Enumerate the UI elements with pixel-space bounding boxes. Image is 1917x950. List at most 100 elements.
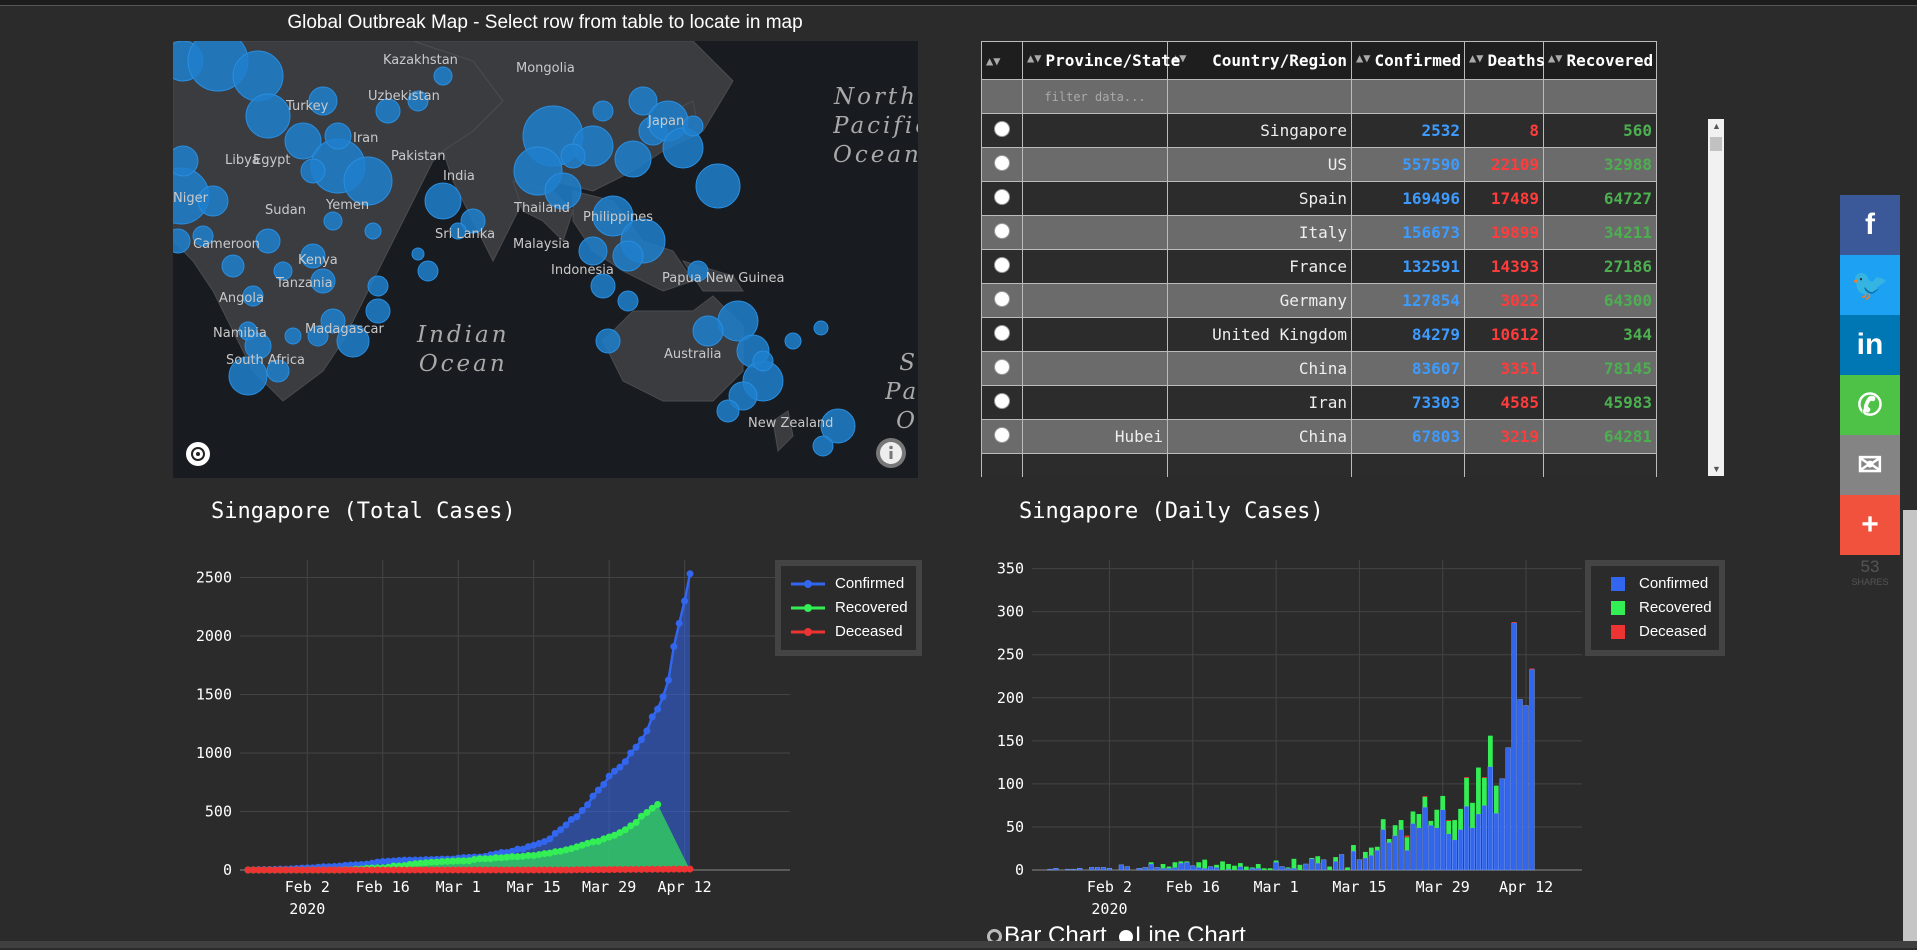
data-point[interactable] [433, 866, 441, 874]
filter-cell[interactable] [1167, 79, 1352, 114]
data-point[interactable] [600, 835, 608, 843]
data-point[interactable] [514, 866, 522, 874]
data-point[interactable] [540, 850, 548, 858]
data-point[interactable] [503, 853, 511, 861]
bar-recovered[interactable] [1261, 868, 1267, 870]
data-point[interactable] [368, 866, 376, 874]
bar-recovered[interactable] [1410, 811, 1416, 824]
case-bubble[interactable] [687, 260, 709, 282]
bar-recovered[interactable] [1416, 814, 1422, 828]
twitter-share-icon[interactable]: 🐦 [1840, 255, 1900, 315]
data-point[interactable] [443, 857, 451, 865]
legend-confirmed[interactable]: Confirmed [781, 572, 916, 596]
case-bubble[interactable] [595, 328, 621, 354]
page-scrollbar[interactable] [1903, 510, 1917, 948]
case-bubble[interactable] [173, 228, 191, 254]
radio-icon[interactable] [994, 358, 1010, 375]
bar-recovered[interactable] [1232, 865, 1237, 870]
radio-icon[interactable] [994, 426, 1010, 443]
bar-confirmed[interactable] [1106, 868, 1113, 871]
data-point[interactable] [519, 852, 527, 860]
case-bubble[interactable] [245, 93, 291, 139]
bar-recovered[interactable] [1428, 820, 1434, 826]
bar-recovered[interactable] [1446, 820, 1452, 834]
data-point[interactable] [357, 866, 365, 874]
data-point[interactable] [594, 786, 602, 794]
bar-confirmed[interactable] [1469, 827, 1476, 871]
radio-icon[interactable] [994, 392, 1010, 409]
data-point[interactable] [659, 865, 667, 873]
radio-icon[interactable] [994, 290, 1010, 307]
data-point[interactable] [384, 866, 392, 874]
data-point[interactable] [675, 619, 683, 627]
data-point[interactable] [508, 847, 516, 855]
case-bubble[interactable] [173, 145, 199, 177]
data-point[interactable] [438, 866, 446, 874]
map-canvas[interactable] [173, 41, 918, 478]
radio-icon[interactable] [994, 188, 1010, 205]
bar-confirmed[interactable] [1047, 868, 1053, 871]
data-point[interactable] [648, 713, 656, 721]
bar-confirmed[interactable] [1362, 857, 1368, 871]
data-point[interactable] [449, 857, 457, 865]
scroll-thumb[interactable] [1710, 137, 1722, 151]
case-bubble[interactable] [592, 100, 614, 122]
case-bubble[interactable] [692, 315, 724, 347]
data-point[interactable] [411, 866, 419, 874]
bar-recovered[interactable] [1374, 846, 1380, 851]
more-share-icon[interactable]: + [1840, 495, 1900, 555]
legend-confirmed[interactable]: Confirmed [1591, 572, 1719, 596]
bar-deceased[interactable] [1529, 668, 1535, 670]
bar-confirmed[interactable] [1404, 849, 1410, 871]
data-point[interactable] [384, 857, 392, 865]
bar-confirmed[interactable] [1440, 809, 1446, 871]
data-point[interactable] [535, 866, 543, 874]
data-point[interactable] [637, 812, 645, 820]
data-point[interactable] [540, 838, 548, 846]
data-point[interactable] [255, 866, 263, 874]
case-bubble[interactable] [365, 298, 391, 324]
data-point[interactable] [594, 866, 602, 874]
case-bubble[interactable] [284, 327, 302, 345]
data-point[interactable] [611, 831, 619, 839]
bar-confirmed[interactable] [1184, 862, 1190, 871]
bar-confirmed[interactable] [1089, 867, 1095, 871]
bar-confirmed[interactable] [1124, 866, 1130, 871]
bar-recovered[interactable] [1196, 862, 1202, 868]
data-point[interactable] [497, 848, 505, 856]
bar-deceased[interactable] [1446, 820, 1452, 821]
case-bubble[interactable] [336, 324, 370, 358]
case-bubble[interactable] [433, 66, 453, 86]
case-bubble[interactable] [560, 143, 586, 169]
bar-confirmed[interactable] [1225, 868, 1232, 871]
table-row[interactable]: China 83607 3351 78145 [981, 351, 1657, 386]
data-point[interactable] [616, 866, 624, 874]
bar-recovered[interactable] [1166, 866, 1172, 869]
data-point[interactable] [654, 705, 662, 713]
data-point[interactable] [336, 866, 344, 874]
data-point[interactable] [330, 866, 338, 874]
cases-table-container[interactable]: ▲▼ ▲▼Province/State ▲▼Country/Region ▲▼C… [981, 41, 1726, 477]
scroll-up-icon[interactable]: ▲ [1712, 121, 1721, 131]
data-point[interactable] [514, 853, 522, 861]
data-point[interactable] [578, 806, 586, 814]
data-point[interactable] [503, 866, 511, 874]
data-point[interactable] [530, 866, 538, 874]
data-point[interactable] [605, 866, 613, 874]
bar-confirmed[interactable] [1505, 747, 1511, 871]
case-bubble[interactable] [323, 211, 343, 231]
bar-confirmed[interactable] [1463, 806, 1470, 871]
bar-confirmed[interactable] [1380, 829, 1386, 871]
bar-recovered[interactable] [1238, 863, 1243, 867]
bar-confirmed[interactable] [1368, 855, 1374, 871]
bar-confirmed[interactable] [1511, 622, 1517, 871]
row-select-radio[interactable] [981, 113, 1023, 148]
data-point[interactable] [481, 866, 489, 874]
data-point[interactable] [400, 856, 408, 864]
case-bubble[interactable] [242, 285, 264, 307]
bar-confirmed[interactable] [1094, 867, 1101, 871]
table-row[interactable]: Singapore 2532 8 560 [981, 113, 1657, 148]
table-row[interactable]: United Kingdom 84279 10612 344 [981, 317, 1657, 352]
bar-recovered[interactable] [1285, 867, 1291, 869]
data-point[interactable] [535, 840, 543, 848]
